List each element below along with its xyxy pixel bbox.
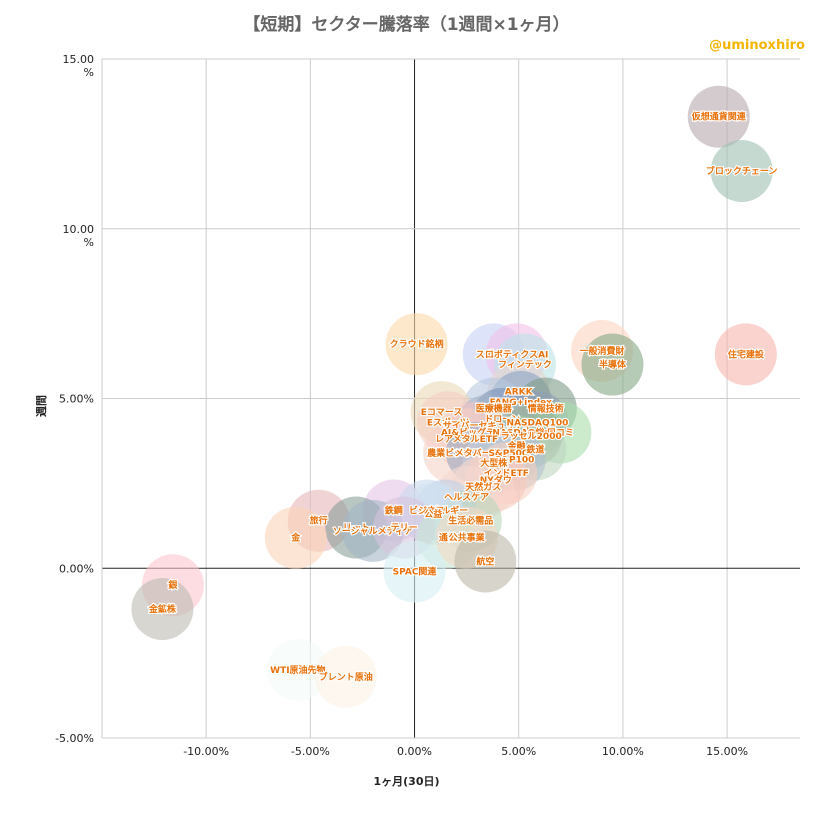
bubble-label: 半導体 <box>599 359 627 371</box>
chart-title: 【短期】セクター騰落率（1週間×1ヶ月） <box>243 15 570 35</box>
bubble-label: ラッセル2000 <box>501 431 562 442</box>
bubble-label: 生活必需品 <box>448 515 493 527</box>
x-tick-label: -10.00% <box>183 745 229 758</box>
bubble-label: S&P500 <box>488 449 528 459</box>
bubble-label: スポーツ <box>476 348 512 360</box>
bubble-label: ブレント原油 <box>319 671 373 683</box>
bubble-label: 鉄道 <box>526 443 544 455</box>
bubble-point <box>314 645 377 708</box>
bubble-label: Eコマース <box>421 407 463 418</box>
bubble-label: FANG+index <box>490 398 553 408</box>
y-tick-label: 15.00 <box>63 53 95 66</box>
bubble-label: 情報技術 <box>527 403 564 415</box>
y-tick-label: % <box>84 66 94 79</box>
bubble-point <box>581 333 644 396</box>
x-tick-label: 5.00% <box>501 745 536 758</box>
bubble-label: 通信 <box>439 532 457 544</box>
bubble-label: 旅行 <box>310 515 328 527</box>
bubble-label: NYダウ <box>480 474 512 486</box>
bubble-label: ソーシャルメディア <box>333 525 413 537</box>
bubble-label: SPAC関連 <box>393 566 438 578</box>
bubble-point <box>131 577 194 640</box>
y-tick-label: 10.00 <box>63 223 95 236</box>
y-tick-label: -5.00% <box>55 732 94 745</box>
bubble-label: NASDAQ100 <box>507 418 569 428</box>
bubble-label: 医療機器 <box>476 403 513 415</box>
bubble-label: テリー <box>391 523 418 534</box>
bubble-label: 農業ビジネス <box>427 447 481 459</box>
bubble-label: インドETF <box>483 468 528 479</box>
bubble-label: ドローン <box>484 414 520 425</box>
bubble-label: フィンテック <box>498 360 552 371</box>
bubble-label: 鉄鋼 <box>385 505 403 517</box>
bubble-label: 航空 <box>476 555 494 567</box>
bubble-label: NASDAQ総合 <box>492 426 554 438</box>
x-tick-label: 10.00% <box>602 745 644 758</box>
bubble-label: 大型株 <box>480 457 508 469</box>
bubble-label: リート <box>343 523 370 534</box>
bubble-point <box>710 140 773 203</box>
bubble-label: 金鉱株 <box>148 603 177 615</box>
bubble-label: 一般消費財 <box>580 345 625 357</box>
y-tick-label: 0.00% <box>59 562 94 575</box>
bubble-label: ヘルスケア <box>444 492 489 503</box>
x-tick-label: 15.00% <box>706 745 748 758</box>
bubble-label: 住宅建設 <box>728 348 765 360</box>
bubble-label: Eスポーツ <box>427 416 469 428</box>
y-tick-label: 5.00% <box>59 393 94 406</box>
x-tick-label: -5.00% <box>291 745 330 758</box>
bubble-label: 金 <box>290 532 301 544</box>
bubble-label: WTI原油先物 <box>270 664 325 676</box>
bubble-point <box>385 313 448 376</box>
bubble-label: 天然ガス <box>465 481 501 493</box>
bubble-label: レアメタルETF <box>435 433 498 445</box>
bubble-label: 銀 <box>168 579 177 591</box>
y-tick-label: % <box>84 236 94 249</box>
bubble-point <box>714 323 777 386</box>
bubble-label: S&P100 <box>495 456 535 466</box>
bubble-point <box>266 639 329 702</box>
bubble-point <box>454 530 517 593</box>
bubble-label: 公共事業 <box>449 532 486 544</box>
bubble-label: 金融 <box>507 440 526 452</box>
bubble-point <box>264 506 327 569</box>
bubble-label: ロボティクスAI <box>485 348 549 360</box>
bubble-label: 仮想通貨関連 <box>691 111 747 123</box>
bubble-label: AI&ビッグデータ <box>441 426 513 438</box>
bubble-label: クラウド銘柄 <box>390 338 444 350</box>
bubble-label: ARKK <box>505 388 534 398</box>
bubble-point <box>687 85 750 148</box>
bubble-label: メタバース <box>455 447 500 459</box>
x-tick-label: 0.00% <box>397 745 432 758</box>
x-axis-title: 1ヶ月(30日) <box>373 775 440 788</box>
bubble-label: エネルギー <box>423 505 468 517</box>
bubble-label: サイバーセキュリティ <box>443 421 532 432</box>
watermark-handle: @uminoxhiro <box>709 38 805 53</box>
bubble-point <box>383 540 446 603</box>
bubble-label: 口コミ <box>547 427 574 438</box>
bubble-label: ブロックチェーン <box>706 165 778 177</box>
bubble-label: ビジネス <box>409 505 445 517</box>
bubble-label: 公益 <box>424 508 442 520</box>
